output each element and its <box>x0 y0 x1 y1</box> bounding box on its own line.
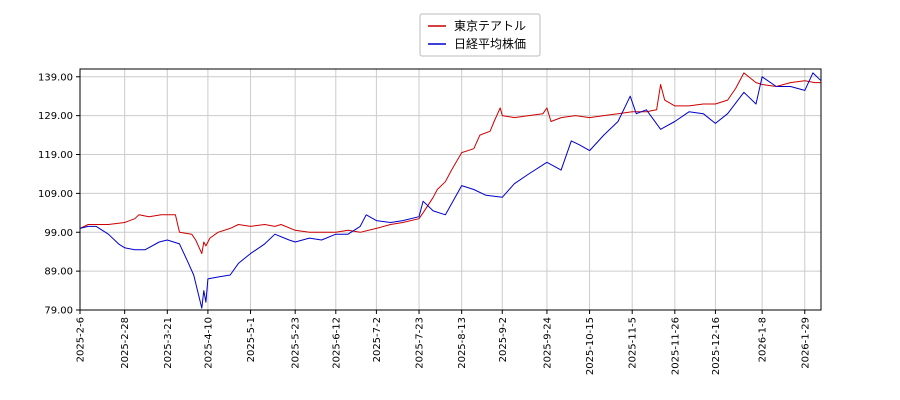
grid <box>79 69 821 311</box>
series-0 <box>79 72 822 255</box>
series-1 <box>79 72 822 309</box>
x-tick-label: 2025-4-10 <box>203 317 214 369</box>
x-tick-label: 2025-2-28 <box>120 317 131 369</box>
y-tick-label: 129.00 <box>38 111 73 122</box>
x-tick-label: 2025-10-15 <box>585 317 596 375</box>
x-tick-label: 2025-9-24 <box>542 317 553 369</box>
legend-label-series-0: 東京テアトル <box>454 19 526 33</box>
y-axis: 79.00 89.00 99.00 109.00 119.00 129.00 139.00 <box>38 72 80 317</box>
x-tick-label: 2025-7-23 <box>415 317 426 369</box>
legend-label-series-1: 日経平均株価 <box>454 36 526 51</box>
x-tick-label: 2025-5-23 <box>291 317 302 369</box>
x-tick-label: 2026-1-29 <box>800 317 811 369</box>
legend: 東京テアトル 日経平均株価 <box>419 13 541 57</box>
x-tick-label: 2025-8-13 <box>457 317 468 369</box>
series-line-1 <box>79 72 822 309</box>
y-tick-label: 139.00 <box>38 72 73 83</box>
x-tick-label: 2025-7-2 <box>372 317 383 362</box>
x-tick-label: 2025-9-2 <box>498 317 509 362</box>
y-tick-label: 99.00 <box>44 228 73 239</box>
x-axis: 2025-2-6 2025-2-28 2025-3-21 2025-4-10 2025-… <box>76 310 811 375</box>
x-tick-label: 2025-12-16 <box>711 317 722 375</box>
x-tick-label: 2025-5-1 <box>246 317 257 362</box>
x-tick-label: 2025-6-12 <box>331 317 342 369</box>
y-tick-label: 89.00 <box>44 267 73 278</box>
y-tick-label: 119.00 <box>38 150 73 161</box>
y-tick-label: 79.00 <box>44 306 73 317</box>
y-tick-label: 109.00 <box>38 189 73 200</box>
series-line-0 <box>79 72 821 255</box>
x-tick-label: 2025-3-21 <box>163 317 174 369</box>
x-tick-label: 2025-11-5 <box>628 317 639 369</box>
series-layer <box>79 72 822 309</box>
x-tick-label: 2026-1-8 <box>758 317 769 362</box>
x-tick-label: 2025-11-26 <box>670 317 681 375</box>
x-tick-label: 2025-2-6 <box>76 317 87 362</box>
plot-frame <box>79 68 822 311</box>
legend-box <box>419 13 541 57</box>
